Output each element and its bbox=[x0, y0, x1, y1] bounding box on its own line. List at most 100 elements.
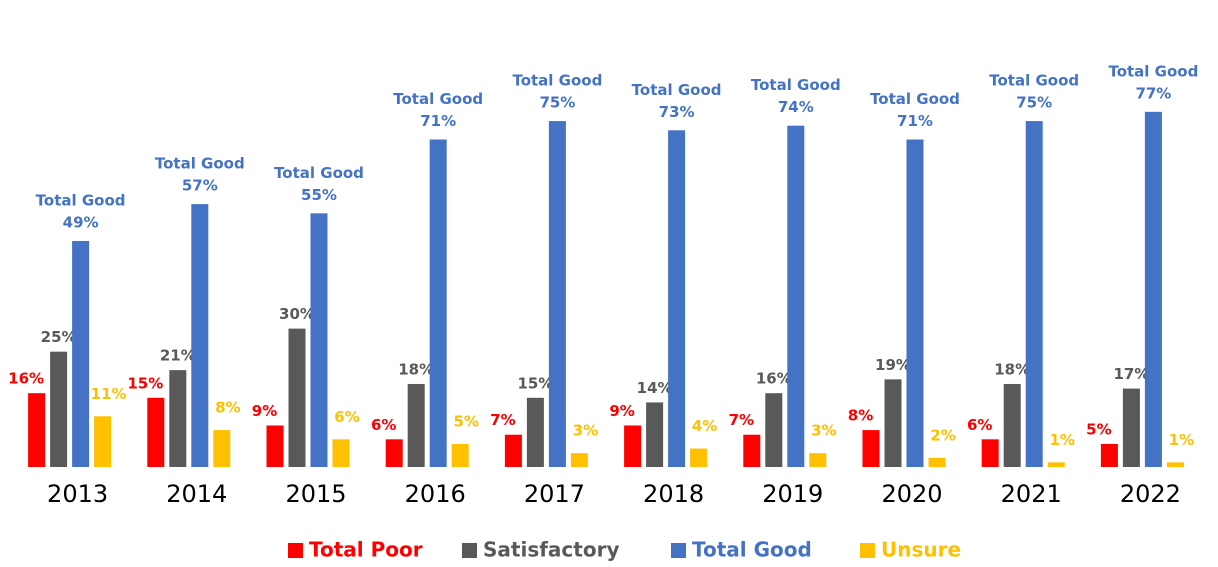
value-label: 4% bbox=[692, 417, 717, 435]
value-label: 18% bbox=[398, 360, 434, 378]
value-label: 75% bbox=[539, 94, 575, 112]
value-label: 71% bbox=[420, 112, 456, 130]
bar bbox=[690, 448, 708, 467]
bar bbox=[928, 457, 946, 467]
value-label: 16% bbox=[8, 370, 44, 388]
x-tick-label: 2019 bbox=[762, 480, 823, 508]
value-label: 19% bbox=[875, 356, 911, 374]
value-label-name: Total Good bbox=[989, 72, 1079, 90]
bar bbox=[624, 425, 642, 467]
value-label: 15% bbox=[127, 374, 163, 392]
bar bbox=[407, 383, 425, 467]
value-label: 8% bbox=[848, 407, 873, 425]
value-label-name: Total Good bbox=[36, 191, 126, 209]
bar bbox=[266, 425, 284, 467]
bar bbox=[504, 434, 522, 467]
value-label: 2% bbox=[930, 426, 955, 444]
value-label-name: Total Good bbox=[632, 81, 722, 99]
bar bbox=[94, 416, 112, 467]
bar bbox=[332, 439, 350, 467]
bar bbox=[191, 204, 209, 467]
value-label: 49% bbox=[63, 213, 99, 231]
value-label: 21% bbox=[160, 347, 196, 365]
bar bbox=[1047, 462, 1065, 467]
bar bbox=[1166, 462, 1184, 467]
value-label: 15% bbox=[517, 374, 553, 392]
bar bbox=[862, 430, 880, 467]
value-label: 8% bbox=[215, 399, 240, 417]
value-label: 3% bbox=[811, 422, 836, 440]
value-label: 11% bbox=[91, 385, 127, 403]
x-tick-label: 2020 bbox=[881, 480, 942, 508]
legend-swatch bbox=[462, 543, 477, 558]
bar bbox=[668, 130, 686, 467]
bar bbox=[570, 453, 588, 467]
value-label-name: Total Good bbox=[512, 72, 602, 90]
bar bbox=[1025, 121, 1043, 467]
value-label: 3% bbox=[573, 422, 598, 440]
bar bbox=[288, 328, 306, 467]
bar bbox=[451, 443, 469, 467]
bar bbox=[1122, 388, 1140, 467]
x-tick-label: 2015 bbox=[285, 480, 346, 508]
bar bbox=[1100, 443, 1118, 467]
x-tick-label: 2016 bbox=[405, 480, 466, 508]
bar bbox=[213, 430, 231, 467]
value-label-name: Total Good bbox=[274, 164, 364, 182]
value-label: 6% bbox=[967, 416, 992, 434]
value-label: 5% bbox=[453, 412, 478, 430]
value-label: 74% bbox=[778, 98, 814, 116]
value-label-name: Total Good bbox=[870, 90, 960, 108]
bar bbox=[906, 139, 924, 467]
bar bbox=[884, 379, 902, 467]
bar bbox=[147, 397, 165, 467]
value-label: 9% bbox=[609, 402, 634, 420]
legend-swatch bbox=[860, 543, 875, 558]
value-label: 6% bbox=[371, 416, 396, 434]
bar bbox=[1003, 383, 1021, 467]
value-label: 77% bbox=[1135, 84, 1171, 102]
bar bbox=[385, 439, 403, 467]
legend-swatch bbox=[671, 543, 686, 558]
x-tick-label: 2014 bbox=[166, 480, 227, 508]
value-label: 71% bbox=[897, 112, 933, 130]
bar bbox=[743, 434, 761, 467]
x-tick-label: 2022 bbox=[1120, 480, 1181, 508]
bar bbox=[526, 397, 544, 467]
x-tick-label: 2017 bbox=[524, 480, 585, 508]
value-label: 73% bbox=[659, 103, 695, 121]
bar bbox=[1144, 111, 1162, 468]
bar bbox=[310, 213, 328, 467]
bar bbox=[646, 402, 664, 467]
value-label: 16% bbox=[756, 370, 792, 388]
value-label: 7% bbox=[729, 411, 754, 429]
x-tick-label: 2013 bbox=[47, 480, 108, 508]
value-label: 55% bbox=[301, 186, 337, 204]
value-label-name: Total Good bbox=[393, 90, 483, 108]
x-tick-label: 2018 bbox=[643, 480, 704, 508]
bar bbox=[548, 121, 566, 467]
value-label: 30% bbox=[279, 305, 315, 323]
x-tick-label: 2021 bbox=[1001, 480, 1062, 508]
legend-label: Total Poor bbox=[309, 538, 423, 562]
legend-label: Total Good bbox=[692, 538, 812, 562]
value-label-name: Total Good bbox=[751, 76, 841, 94]
bar bbox=[787, 125, 805, 468]
value-label: 1% bbox=[1049, 431, 1074, 449]
value-label: 7% bbox=[490, 411, 515, 429]
value-label: 1% bbox=[1169, 431, 1194, 449]
value-label: 17% bbox=[1113, 365, 1149, 383]
value-label: 5% bbox=[1086, 420, 1111, 438]
bar bbox=[72, 240, 90, 467]
value-label: 18% bbox=[994, 360, 1030, 378]
value-label-name: Total Good bbox=[155, 155, 245, 173]
bar bbox=[765, 393, 783, 467]
bar bbox=[169, 370, 187, 467]
legend-label: Satisfactory bbox=[483, 538, 619, 562]
value-label: 75% bbox=[1016, 94, 1052, 112]
value-label-name: Total Good bbox=[1108, 62, 1198, 80]
value-label: 9% bbox=[252, 402, 277, 420]
bar bbox=[50, 351, 68, 467]
value-label: 14% bbox=[637, 379, 673, 397]
